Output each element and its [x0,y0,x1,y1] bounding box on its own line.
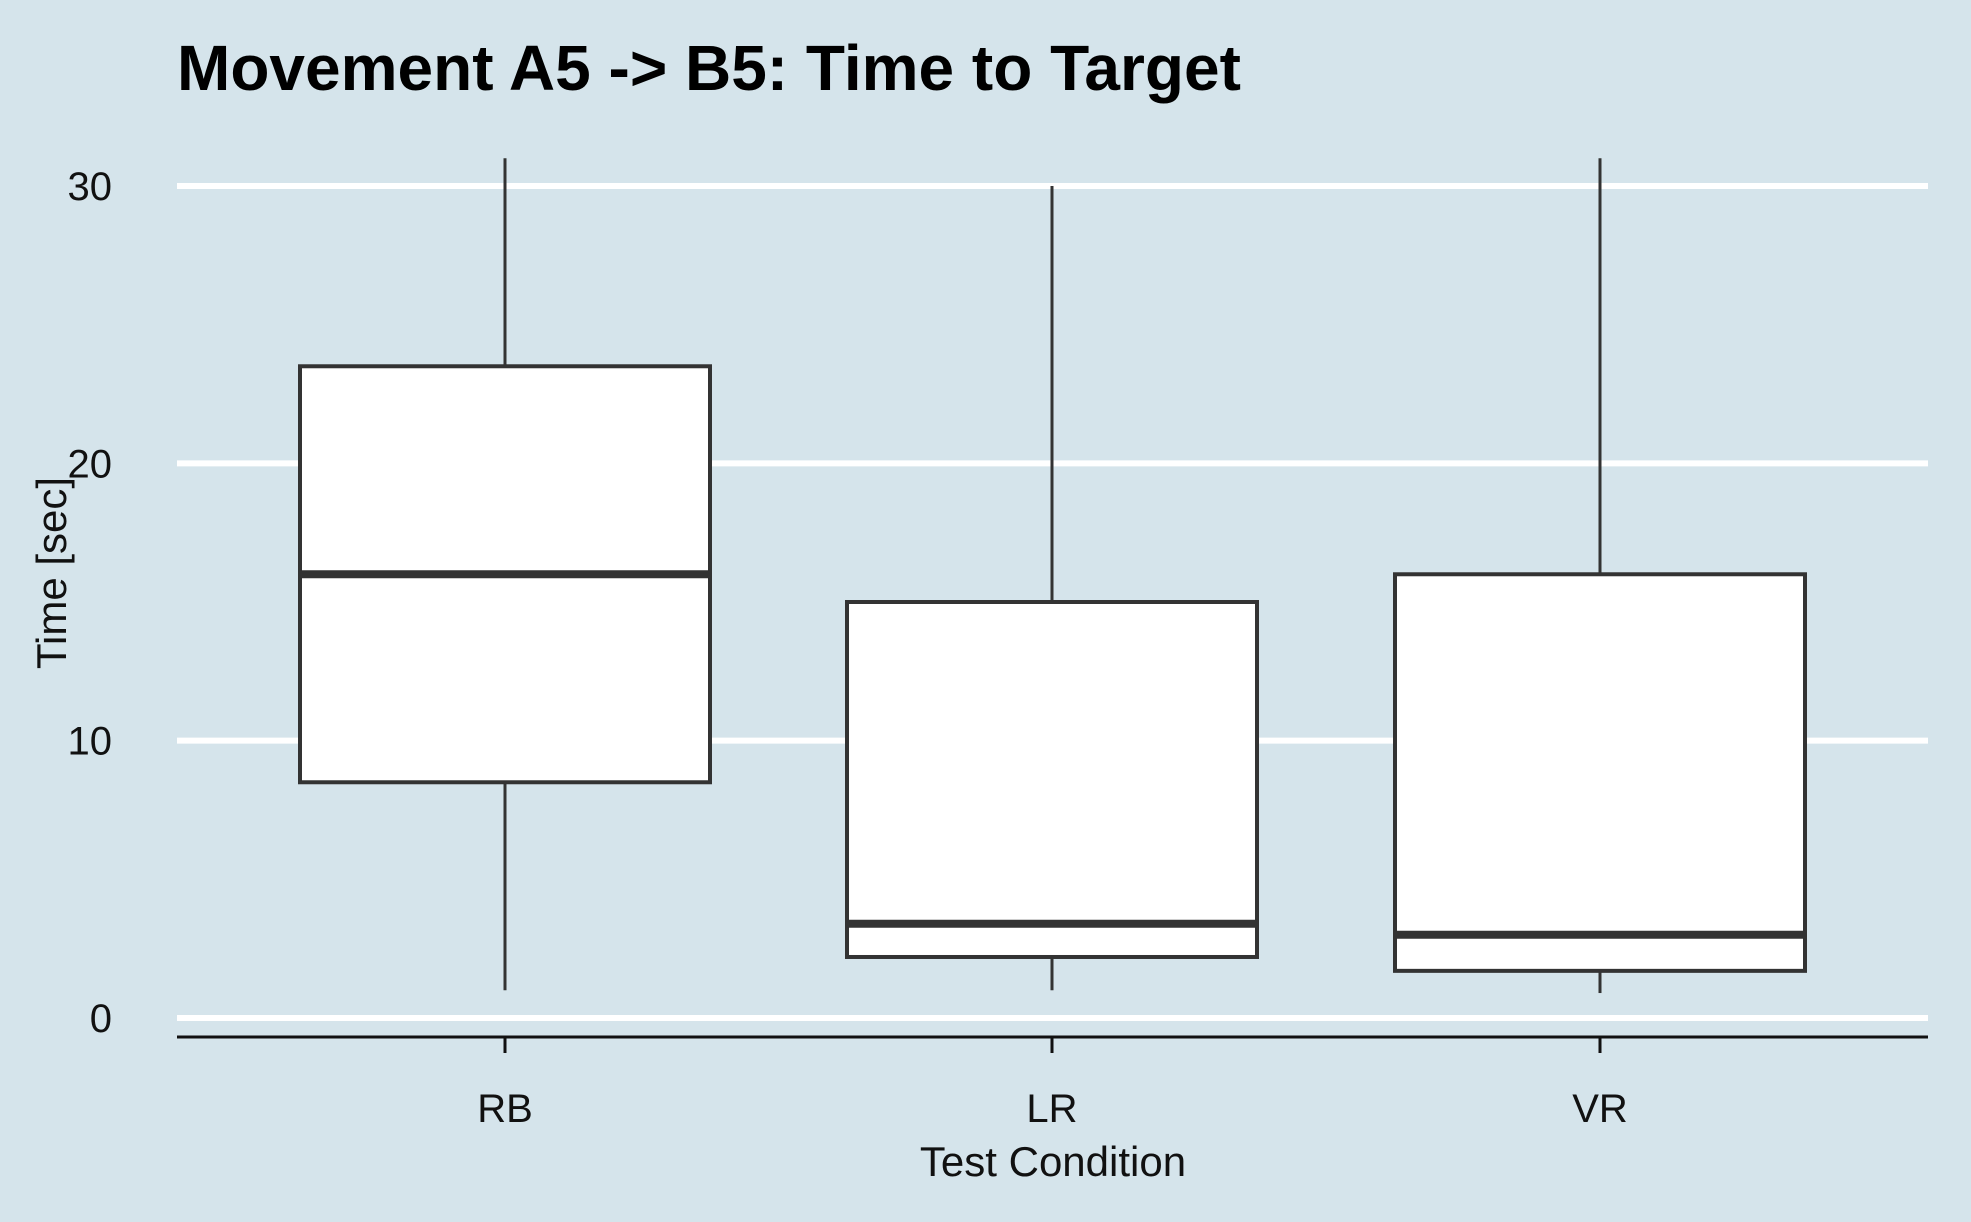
y-tick-label-20: 20 [68,442,113,486]
x-tick-label-rb: RB [477,1087,533,1131]
chart-title: Movement A5 -> B5: Time to Target [177,32,1241,104]
y-tick-label-0: 0 [90,997,112,1041]
y-axis-title: Time [sec] [28,477,75,669]
box-rb [298,158,712,991]
axes: RB LR VR 0 10 20 30 [68,165,1928,1131]
iqr-box-lr [845,600,1259,959]
x-tick-label-vr: VR [1572,1087,1628,1131]
box-lr [845,186,1259,991]
iqr-box-vr [1393,572,1807,973]
y-tick-label-30: 30 [68,165,113,209]
x-axis-title: Test Condition [920,1138,1186,1185]
boxes [298,158,1807,994]
y-tick-label-10: 10 [68,720,113,764]
box-vr [1393,158,1807,994]
x-tick-label-lr: LR [1026,1087,1077,1131]
